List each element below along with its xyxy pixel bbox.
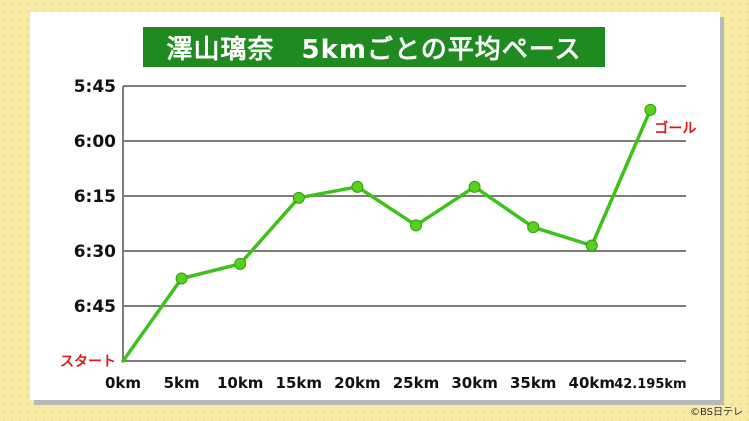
x-tick-label: 25km	[393, 374, 439, 392]
data-point	[644, 103, 657, 116]
y-tick-label: 6:15	[74, 187, 116, 207]
x-tick-label: 10km	[217, 374, 263, 392]
data-point	[468, 180, 481, 193]
x-tick-label: 15km	[276, 374, 322, 392]
x-tick-label: 30km	[451, 374, 497, 392]
goal-annotation: ゴール	[654, 120, 696, 137]
point-layer	[175, 103, 657, 285]
title-banner: 澤山璃奈 5kmごとの平均ペース	[143, 27, 605, 67]
x-tick-label: 40km	[569, 374, 615, 392]
chart-card	[30, 12, 720, 400]
axis-layer	[122, 86, 686, 362]
line-layer	[121, 108, 653, 363]
x-tick-label: 35km	[510, 374, 556, 392]
x-tick-label: 20km	[334, 374, 380, 392]
data-point	[527, 221, 540, 234]
start-annotation: スタート	[60, 354, 116, 370]
y-tick-label: 6:30	[74, 242, 116, 262]
data-point	[410, 219, 422, 232]
pace-series-line	[121, 108, 653, 363]
x-tick-label: 5km	[164, 374, 200, 392]
label-layer: 5:45 6:00 6:15 6:30 6:45 0km 5km 10km 15km 20km 25…	[60, 77, 696, 392]
data-point	[292, 191, 305, 204]
data-point	[585, 239, 598, 252]
x-tick-label: 0km	[105, 374, 141, 392]
copyright-text: ©BS日テレ	[689, 407, 743, 418]
x-tick-label: 42.195km	[614, 377, 686, 392]
y-tick-label: 5:45	[74, 77, 116, 97]
data-point	[175, 272, 188, 285]
y-tick-label: 6:45	[74, 297, 116, 317]
grid-layer	[123, 85, 686, 307]
data-point	[351, 180, 364, 193]
chart-title: 澤山璃奈 5kmごとの平均ペース	[166, 34, 582, 65]
y-tick-label: 6:00	[74, 132, 116, 152]
data-point	[234, 257, 247, 270]
